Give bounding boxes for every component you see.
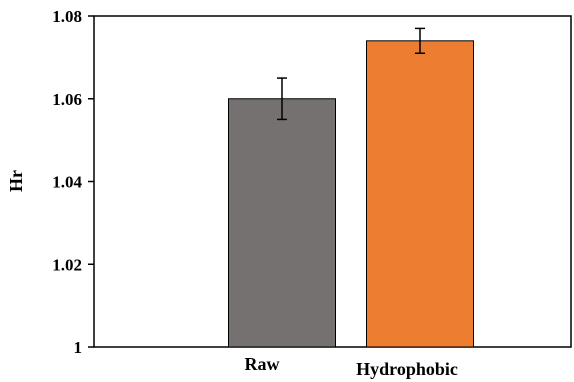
category-label-hydrophobic: Hydrophobic [356,359,458,379]
y-tick-label: 1.04 [52,173,82,192]
y-axis-ticks: 1 1.02 1.04 1.06 1.08 [52,7,94,357]
y-tick-label: 1 [74,338,83,357]
x-axis-labels: Raw Hydrophobic [245,354,458,379]
bars-layer [228,27,474,348]
bar-raw [228,98,336,348]
y-tick-label: 1.06 [52,90,82,109]
y-axis-title: Hr [6,170,26,192]
bar-hydrophobic [366,40,474,348]
y-tick-label: 1.08 [52,7,82,26]
error-bar-raw [277,77,287,121]
y-tick-label: 1.02 [52,255,82,274]
error-bar-hydrophobic [415,27,425,54]
category-label-raw: Raw [245,354,280,374]
